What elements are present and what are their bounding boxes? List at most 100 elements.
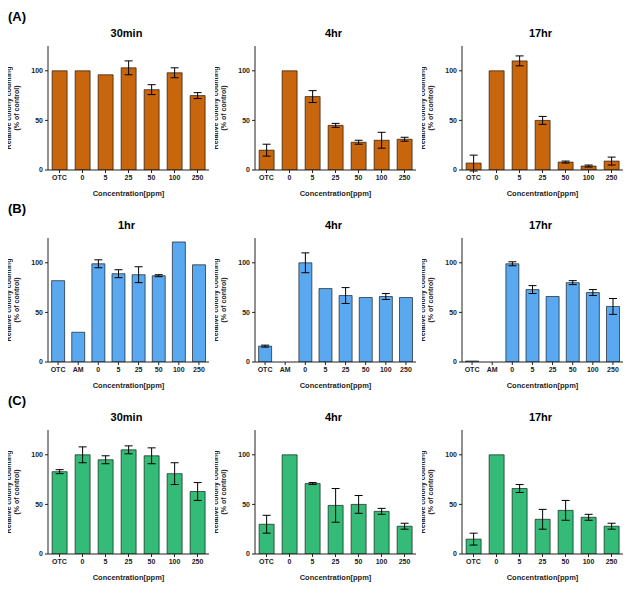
svg-text:100: 100 [445,259,457,266]
svg-text:250: 250 [606,174,618,181]
svg-text:OTC: OTC [466,174,481,181]
svg-text:100: 100 [238,67,250,74]
svg-text:Concentration[ppm]: Concentration[ppm] [300,573,372,582]
svg-text:250: 250 [192,174,204,181]
svg-text:50: 50 [35,501,43,508]
svg-text:50: 50 [148,174,156,181]
svg-text:0: 0 [81,174,85,181]
svg-text:0: 0 [81,558,85,565]
svg-text:Concentration[ppm]: Concentration[ppm] [300,189,372,198]
svg-text:0: 0 [96,366,100,373]
svg-text:100: 100 [380,366,392,373]
svg-text:5: 5 [323,366,327,373]
svg-text:100: 100 [445,67,457,74]
svg-text:50: 50 [148,558,156,565]
svg-text:100: 100 [376,558,388,565]
svg-text:AM: AM [73,366,84,373]
svg-text:5: 5 [530,366,534,373]
svg-text:0: 0 [453,166,457,173]
svg-text:Relative colony counting(% of: Relative colony counting(% of control) [422,67,435,150]
svg-text:250: 250 [399,174,411,181]
svg-text:5: 5 [104,174,108,181]
svg-text:100: 100 [169,558,181,565]
svg-text:100: 100 [583,558,595,565]
svg-text:50: 50 [449,309,457,316]
svg-text:250: 250 [399,558,411,565]
svg-text:0: 0 [288,174,292,181]
svg-text:Relative colony counting(% of: Relative colony counting(% of control) [422,259,435,342]
svg-text:OTC: OTC [466,558,481,565]
svg-text:Concentration[ppm]: Concentration[ppm] [300,381,372,390]
svg-text:0: 0 [246,358,250,365]
svg-text:25: 25 [332,558,340,565]
svg-text:0: 0 [39,166,43,173]
svg-text:50: 50 [449,501,457,508]
svg-text:Relative colony counting(% of: Relative colony counting(% of control) [215,451,228,534]
svg-text:100: 100 [445,451,457,458]
svg-text:25: 25 [342,366,350,373]
svg-text:Relative colony counting(% of: Relative colony counting(% of control) [215,259,228,342]
svg-text:100: 100 [376,174,388,181]
svg-text:100: 100 [169,174,181,181]
svg-text:25: 25 [549,366,557,373]
svg-text:50: 50 [449,117,457,124]
svg-text:0: 0 [39,550,43,557]
svg-text:0: 0 [510,366,514,373]
svg-text:Concentration[ppm]: Concentration[ppm] [93,573,165,582]
svg-text:Concentration[ppm]: Concentration[ppm] [507,381,579,390]
svg-text:OTC: OTC [259,558,274,565]
svg-text:Relative colony counting(% of: Relative colony counting(% of control) [215,67,228,150]
svg-text:AM: AM [487,366,498,373]
svg-text:AM: AM [280,366,291,373]
svg-text:Relative colony counting(% of: Relative colony counting(% of control) [8,451,21,534]
svg-text:100: 100 [238,259,250,266]
svg-text:Relative colony counting(% of: Relative colony counting(% of control) [8,67,21,150]
svg-text:50: 50 [569,366,577,373]
svg-text:50: 50 [355,174,363,181]
svg-text:25: 25 [125,174,133,181]
svg-text:50: 50 [155,366,163,373]
svg-text:5: 5 [116,366,120,373]
svg-text:OTC: OTC [51,366,66,373]
svg-text:OTC: OTC [259,174,274,181]
svg-text:250: 250 [606,558,618,565]
svg-text:0: 0 [495,558,499,565]
svg-text:250: 250 [400,366,412,373]
svg-text:25: 25 [125,558,133,565]
svg-text:Relative colony counting(% of: Relative colony counting(% of control) [422,451,435,534]
svg-text:OTC: OTC [465,366,480,373]
svg-text:50: 50 [242,117,250,124]
svg-text:100: 100 [583,174,595,181]
svg-text:50: 50 [355,558,363,565]
svg-text:0: 0 [39,358,43,365]
svg-text:0: 0 [495,174,499,181]
svg-text:0: 0 [246,166,250,173]
svg-text:100: 100 [587,366,599,373]
svg-text:50: 50 [35,117,43,124]
svg-text:Concentration[ppm]: Concentration[ppm] [93,189,165,198]
svg-text:250: 250 [607,366,619,373]
svg-text:50: 50 [35,309,43,316]
svg-text:50: 50 [362,366,370,373]
svg-text:0: 0 [453,550,457,557]
svg-text:50: 50 [562,558,570,565]
svg-text:100: 100 [238,451,250,458]
svg-text:100: 100 [31,259,43,266]
svg-text:0: 0 [246,550,250,557]
svg-text:Concentration[ppm]: Concentration[ppm] [507,573,579,582]
svg-text:0: 0 [303,366,307,373]
svg-text:50: 50 [242,501,250,508]
svg-text:250: 250 [193,366,205,373]
svg-text:OTC: OTC [52,558,67,565]
svg-text:Concentration[ppm]: Concentration[ppm] [93,381,165,390]
svg-text:100: 100 [31,67,43,74]
svg-text:5: 5 [518,558,522,565]
svg-text:25: 25 [539,174,547,181]
svg-text:25: 25 [332,174,340,181]
svg-text:5: 5 [311,558,315,565]
svg-text:25: 25 [135,366,143,373]
svg-text:250: 250 [192,558,204,565]
svg-text:OTC: OTC [52,174,67,181]
svg-text:5: 5 [518,174,522,181]
svg-text:5: 5 [104,558,108,565]
